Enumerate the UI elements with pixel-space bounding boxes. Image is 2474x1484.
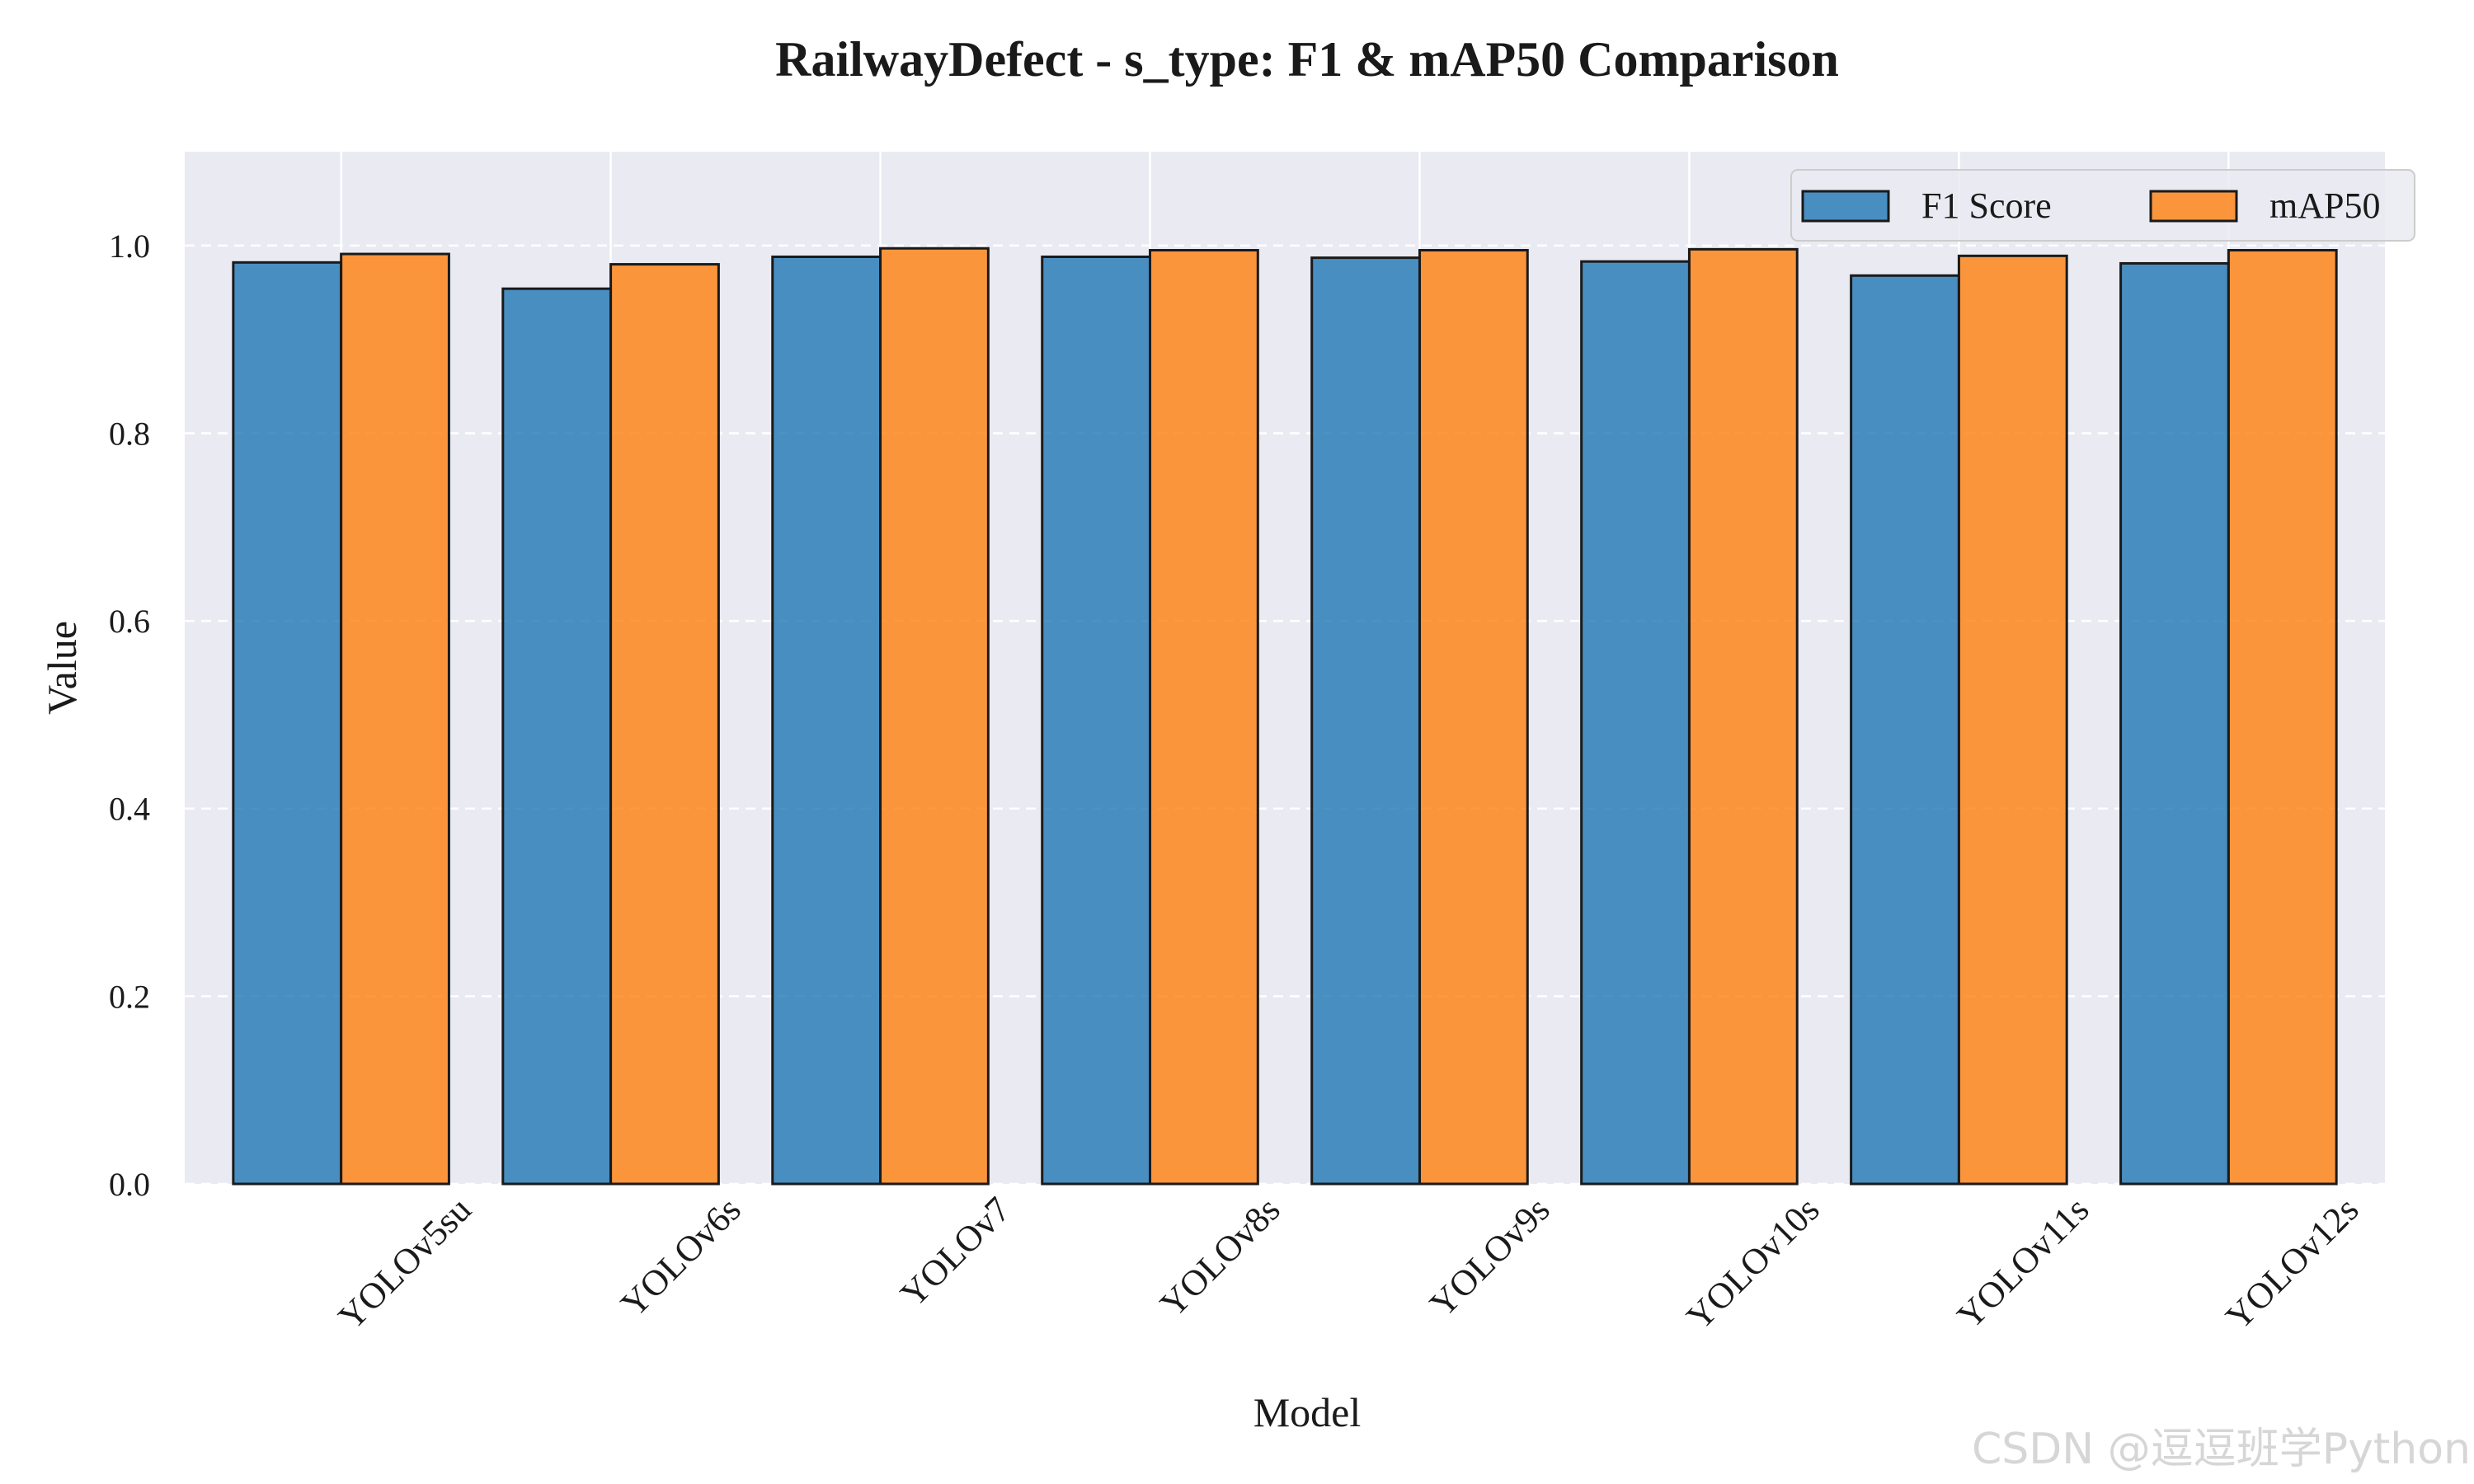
bar-map50-yolov10s [1687,247,1799,1186]
legend: F1 Score mAP50 [1790,169,2415,242]
legend-label: F1 Score [1921,186,2052,226]
x-tick-label: YOLOv7 [892,1189,1018,1314]
bar-map50-yolov9s [1418,249,1529,1186]
x-tick-labels: YOLOv5su YOLOv6s YOLOv7 YOLOv8s YOLOv9s YOLOv… [331,1189,2367,1337]
watermark: CSDN @逗逗班学Python [1971,1425,2471,1474]
x-tick-label: YOLOv8s [1152,1189,1287,1324]
x-tick-label: YOLOv5su [331,1189,479,1337]
chart-title: RailwayDefect - s_type: F1 & mAP50 Compa… [775,32,1839,87]
bar-f1-score-yolov7 [771,255,882,1186]
y-tick-labels: 0.0 0.2 0.4 0.6 0.8 1.0 [109,228,150,1203]
bars [232,247,2338,1186]
y-tick-label: 0.8 [109,415,150,452]
y-tick-label: 0.0 [109,1166,150,1203]
bar-map50-yolov5su [340,252,450,1186]
bar-map50-yolov7 [879,247,990,1186]
bar-f1-score-yolov8s [1041,255,1152,1186]
bar-map50-yolov8s [1149,249,1259,1186]
y-axis-label: Value [39,621,85,715]
bar-map50-yolov6s [609,263,720,1186]
bar-map50-yolov12s [2227,249,2338,1186]
legend-swatch [1801,190,1890,223]
bar-f1-score-yolov10s [1580,260,1691,1186]
legend-box [1790,169,2415,242]
bar-f1-score-yolov9s [1310,256,1421,1186]
y-tick-label: 0.2 [109,978,150,1015]
x-tick-label: YOLOv9s [1422,1189,1557,1324]
x-tick-label: YOLOv12s [2218,1189,2367,1337]
bar-f1-score-yolov12s [2119,261,2230,1186]
x-tick-label: YOLOv6s [613,1189,748,1324]
x-axis-label: Model [1253,1389,1362,1435]
x-tick-label: YOLOv11s [1950,1189,2097,1336]
x-tick-label: YOLOv10s [1679,1189,1827,1337]
bar-f1-score-yolov6s [501,287,613,1186]
y-tick-label: 1.0 [109,228,150,265]
bar-f1-score-yolov5su [232,261,343,1186]
bar-map50-yolov11s [1957,254,2068,1186]
legend-label: mAP50 [2269,186,2380,226]
bar-f1-score-yolov11s [1850,274,1960,1186]
y-tick-label: 0.4 [109,791,150,828]
legend-swatch [2149,190,2238,223]
y-tick-label: 0.6 [109,603,150,640]
